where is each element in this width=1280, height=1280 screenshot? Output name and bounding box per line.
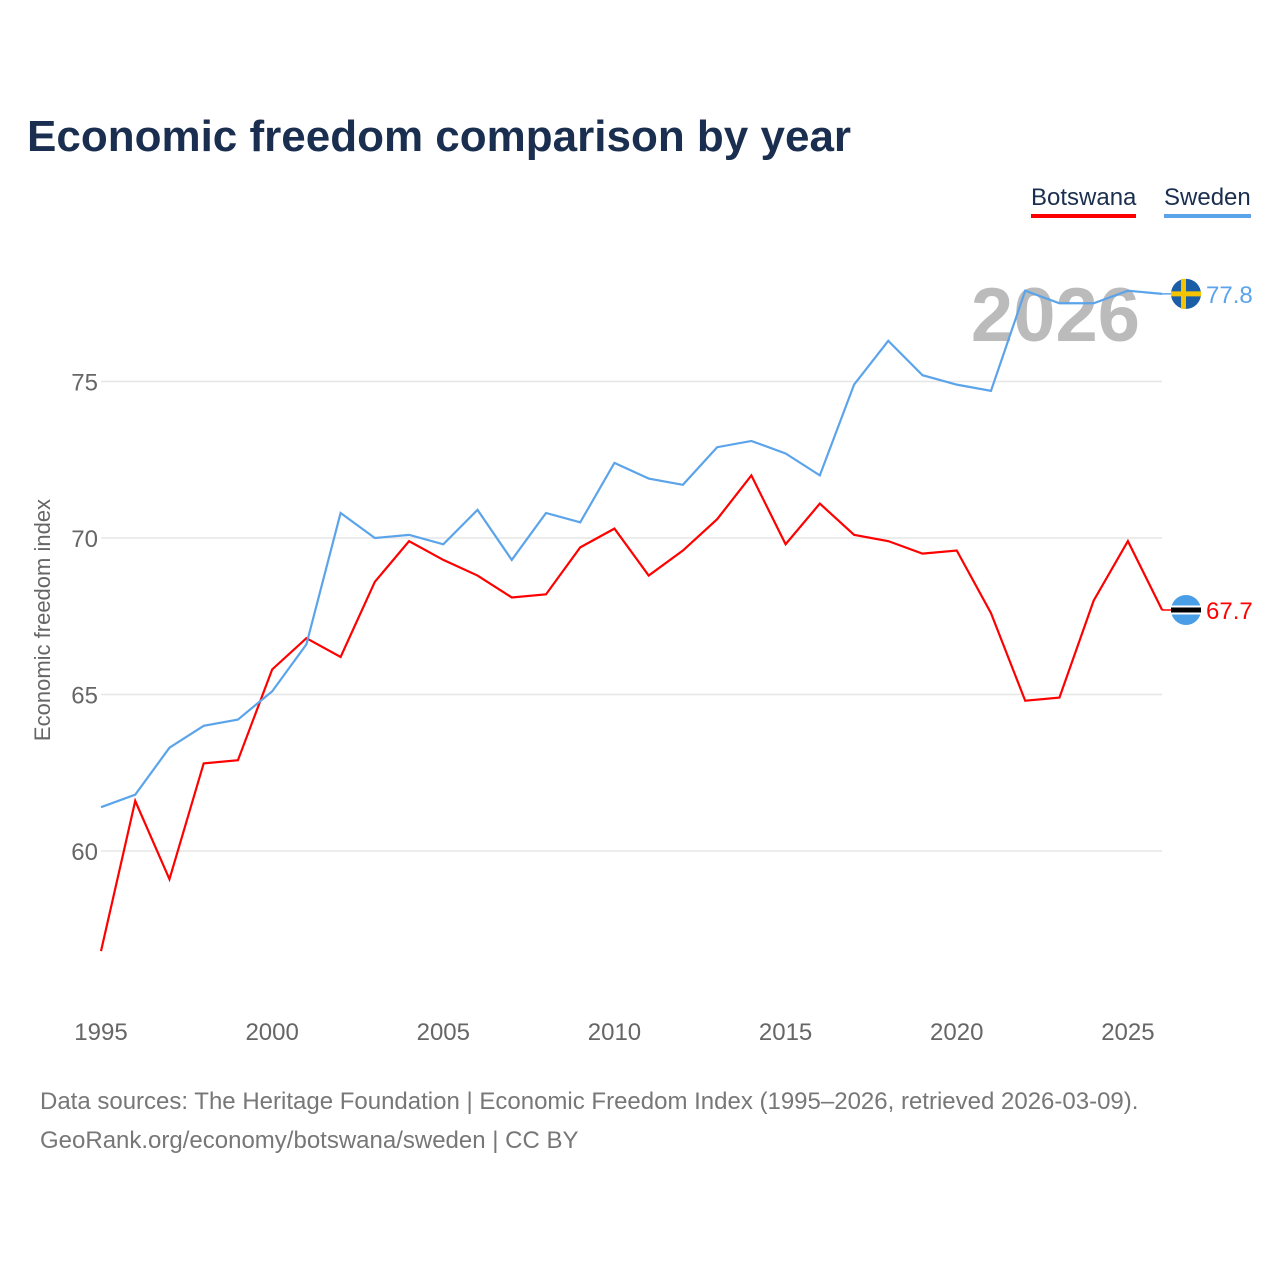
series-line-sweden: [100, 289, 1163, 809]
legend-item-botswana[interactable]: Botswana: [1031, 184, 1137, 218]
x-tick-label: 2005: [417, 1019, 470, 1046]
end-value-label: 77.8: [1206, 282, 1253, 309]
x-tick-label: 2025: [1101, 1019, 1154, 1046]
x-tick-label: 2000: [245, 1019, 298, 1046]
year-watermark: 2026: [971, 273, 1140, 358]
chart-title: Economic freedom comparison by year: [27, 112, 852, 161]
sweden-flag-cross-v: [1181, 278, 1186, 309]
y-tick-label: 65: [71, 683, 98, 710]
x-tick-label: 1995: [74, 1019, 127, 1046]
y-axis-label: Economic freedom index: [30, 499, 55, 741]
x-tick-label: 2015: [759, 1019, 812, 1046]
botswana-flag-black-band: [1171, 607, 1201, 613]
end-value-label: 67.7: [1206, 598, 1253, 625]
legend-item-sweden[interactable]: Sweden: [1164, 184, 1251, 218]
y-tick-label: 60: [71, 839, 98, 866]
y-tick-label: 75: [71, 370, 98, 397]
footer-sources: Data sources: The Heritage Foundation | …: [40, 1088, 1139, 1115]
y-tick-label: 70: [71, 526, 98, 553]
x-tick-label: 2020: [930, 1019, 983, 1046]
x-tick-label: 2010: [588, 1019, 641, 1046]
footer-credit[interactable]: GeoRank.org/economy/botswana/sweden | CC…: [40, 1127, 579, 1154]
series-line-botswana: [99, 473, 1164, 952]
